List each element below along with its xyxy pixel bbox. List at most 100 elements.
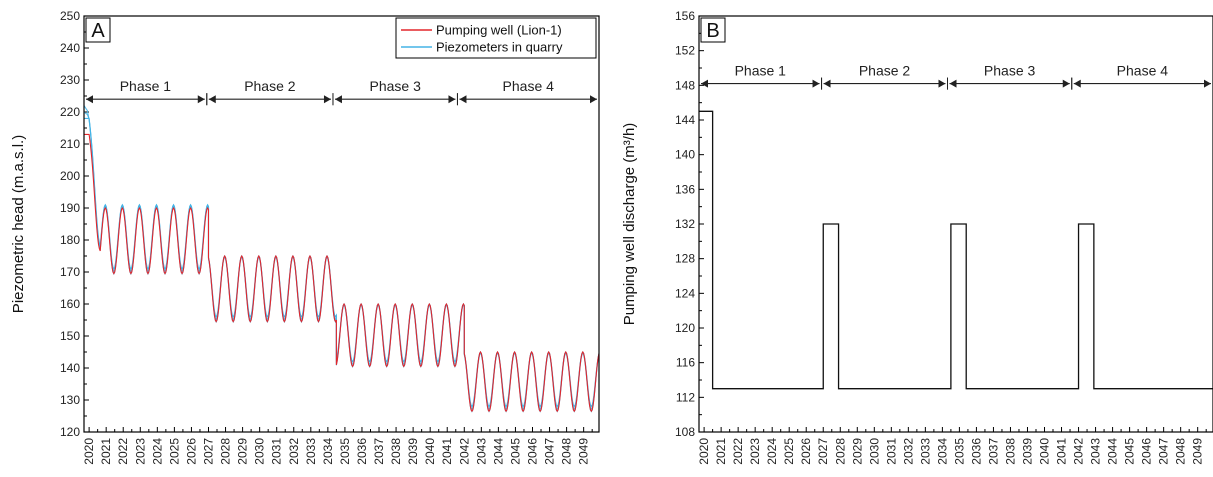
y-tick-label: 116 xyxy=(676,356,695,370)
legend-label-piezometers: Piezometers in quarry xyxy=(436,40,563,55)
legend-label-pumping-well: Pumping well (Lion-1) xyxy=(436,23,562,38)
x-tick-label: 2038 xyxy=(1003,438,1017,465)
x-tick-label: 2040 xyxy=(423,438,437,465)
phase-arrow-head-left xyxy=(823,79,831,88)
phase-arrow-head-right xyxy=(1062,79,1070,88)
x-tick-label: 2049 xyxy=(577,438,591,465)
x-tick-label: 2048 xyxy=(1174,438,1188,465)
y-tick-label: 136 xyxy=(675,182,695,196)
y-tick-label: 108 xyxy=(675,425,695,439)
x-tick-label: 2024 xyxy=(765,438,779,465)
y-tick-label: 120 xyxy=(60,425,80,439)
panel-b-frame xyxy=(698,15,1213,433)
x-tick-label: 2035 xyxy=(338,438,352,465)
x-tick-label: 2036 xyxy=(969,438,983,465)
y-tick-label: 210 xyxy=(60,137,80,151)
y-tick-label: 240 xyxy=(60,41,80,55)
series-line-1-0 xyxy=(84,117,599,408)
x-tick-label: 2032 xyxy=(901,438,915,465)
x-tick-label: 2044 xyxy=(1106,438,1120,465)
y-tick-label: 200 xyxy=(60,169,80,183)
x-tick-label: 2020 xyxy=(82,438,96,465)
panel-a-label: A xyxy=(91,20,105,42)
x-tick-label: 2041 xyxy=(440,438,454,465)
x-tick-label: 2045 xyxy=(508,438,522,465)
y-tick-label: 120 xyxy=(675,321,695,335)
x-tick-label: 2032 xyxy=(287,438,301,465)
y-tick-label: 150 xyxy=(60,329,80,343)
x-tick-label: 2027 xyxy=(816,438,830,465)
x-tick-label: 2043 xyxy=(474,438,488,465)
x-tick-label: 2033 xyxy=(918,438,932,465)
x-tick-label: 2024 xyxy=(150,438,164,465)
phase-3-label: Phase 3 xyxy=(984,63,1036,79)
phase-2-marker: Phase 2 xyxy=(821,63,948,90)
x-tick-label: 2045 xyxy=(1123,438,1137,465)
x-tick-label: 2041 xyxy=(1055,438,1069,465)
series-line-1-1 xyxy=(84,111,599,411)
panel-b-y-axis-title: Pumping well discharge (m³/h) xyxy=(621,123,638,326)
phase-arrow-head-left xyxy=(701,79,708,88)
y-tick-label: 152 xyxy=(675,44,695,58)
x-tick-label: 2040 xyxy=(1038,438,1052,465)
x-tick-label: 2030 xyxy=(867,438,881,465)
panel-a-phase-arrows: Phase 1 Phase 2 Phase 3 Phase 4 xyxy=(83,78,600,106)
phase-arrow-head-left xyxy=(208,95,216,104)
y-tick-label: 180 xyxy=(60,233,80,247)
x-tick-label: 2039 xyxy=(406,438,420,465)
x-tick-label: 2030 xyxy=(253,438,267,465)
x-tick-label: 2026 xyxy=(799,438,813,465)
x-tick-label: 2049 xyxy=(1191,438,1205,465)
x-tick-label: 2023 xyxy=(748,438,762,465)
phase-arrow-head-right xyxy=(1204,79,1211,88)
y-tick-label: 140 xyxy=(675,148,695,162)
phase-4-marker: Phase 4 xyxy=(456,78,600,106)
phase-arrow-head-left xyxy=(86,95,93,104)
panel-b-axes: 108 112 116 120 124 128 132 136 140 144 148 152 156 2… xyxy=(675,9,1207,465)
panel-b-phase-arrows: Phase 1 Phase 2 Phase 3 Phase 4 xyxy=(698,63,1213,90)
y-tick-label: 132 xyxy=(675,217,695,231)
panel-b-chart: 108 112 116 120 124 128 132 136 140 144 148 152 156 2… xyxy=(621,9,1213,465)
x-tick-label: 2036 xyxy=(355,438,369,465)
panel-b-label: B xyxy=(706,20,719,42)
phase-arrow-head-right xyxy=(197,95,205,104)
phase-2-label: Phase 2 xyxy=(244,78,296,94)
x-tick-label: 2026 xyxy=(184,438,198,465)
x-tick-label: 2048 xyxy=(560,438,574,465)
phase-1-marker: Phase 1 xyxy=(698,63,823,90)
series-line-0 xyxy=(699,110,1213,390)
x-tick-label: 2034 xyxy=(935,438,949,465)
x-tick-label: 2038 xyxy=(389,438,403,465)
phase-arrow-head-right xyxy=(448,95,456,104)
panel-a-series-lines xyxy=(84,105,599,413)
panel-b-series-lines xyxy=(699,110,1213,390)
x-tick-label: 2039 xyxy=(1020,438,1034,465)
phase-arrow-head-right xyxy=(323,95,331,104)
x-tick-label: 2031 xyxy=(270,438,284,465)
phase-4-label: Phase 4 xyxy=(1117,63,1169,79)
phase-4-marker: Phase 4 xyxy=(1071,63,1213,90)
phase-3-label: Phase 3 xyxy=(370,78,422,94)
phase-2-marker: Phase 2 xyxy=(206,78,334,106)
series-line-1-2 xyxy=(84,105,599,413)
x-tick-label: 2029 xyxy=(236,438,250,465)
x-tick-label: 2034 xyxy=(321,438,335,465)
x-tick-label: 2043 xyxy=(1089,438,1103,465)
y-tick-label: 230 xyxy=(60,73,80,87)
x-tick-label: 2033 xyxy=(304,438,318,465)
y-tick-label: 144 xyxy=(675,113,695,127)
x-tick-label: 2021 xyxy=(714,438,728,465)
x-tick-label: 2029 xyxy=(850,438,864,465)
phase-1-label: Phase 1 xyxy=(120,78,172,94)
series-line-0-0 xyxy=(84,133,599,413)
x-tick-label: 2022 xyxy=(731,438,745,465)
x-tick-label: 2037 xyxy=(372,438,386,465)
x-tick-label: 2021 xyxy=(99,438,113,465)
phase-arrow-head-right xyxy=(938,79,946,88)
y-tick-label: 112 xyxy=(676,390,695,404)
phase-arrow-head-left xyxy=(459,95,467,104)
panel-a-label-box xyxy=(85,17,111,43)
x-tick-label: 2022 xyxy=(116,438,130,465)
y-tick-label: 190 xyxy=(60,201,80,215)
